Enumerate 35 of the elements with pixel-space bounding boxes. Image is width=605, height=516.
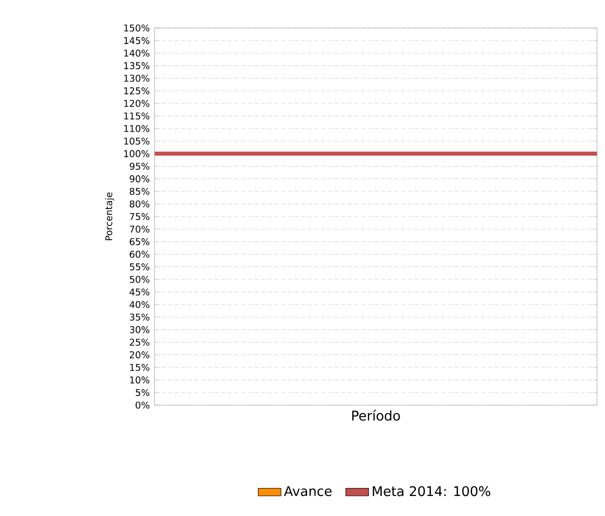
y-tick-label: 110% — [124, 125, 150, 132]
y-tick-label: 5% — [136, 389, 150, 396]
x-axis-title: Período — [352, 410, 400, 421]
y-tick-label: 60% — [130, 250, 150, 258]
y-tick-label: 150% — [124, 24, 150, 32]
y-tick-label: 65% — [130, 238, 150, 246]
y-tick-label: 120% — [124, 100, 150, 108]
y-tick-label: 45% — [130, 288, 150, 296]
y-tick-label: 70% — [130, 226, 150, 233]
y-tick-label: 40% — [130, 301, 150, 308]
y-tick-label: 145% — [124, 37, 150, 44]
y-tick-label: 85% — [130, 188, 150, 196]
y-tick-label: 10% — [130, 376, 150, 384]
y-tick-label: 115% — [124, 112, 150, 120]
y-tick-label: 130% — [124, 74, 150, 82]
y-tick-label: 35% — [130, 314, 150, 321]
legend-label: Avance — [284, 486, 332, 496]
y-tick-label: 105% — [124, 138, 150, 145]
y-tick-label: 75% — [130, 213, 150, 220]
y-tick-label: 90% — [130, 175, 150, 182]
y-tick-label: 25% — [130, 338, 150, 346]
y-tick-label: 50% — [130, 276, 150, 284]
y-tick-label: 135% — [124, 62, 150, 70]
y-tick-label: 55% — [130, 263, 150, 270]
y-axis-title: Porcentaje — [105, 192, 114, 240]
y-tick-label: 30% — [130, 326, 150, 334]
y-tick-label: 15% — [130, 364, 150, 372]
y-tick-label: 140% — [124, 50, 150, 57]
y-tick-label: 20% — [130, 351, 150, 358]
y-tick-label: 125% — [124, 87, 150, 94]
y-tick-label: 100% — [124, 150, 150, 158]
y-tick-label: 0% — [136, 402, 150, 409]
y-tick-label: 80% — [130, 200, 150, 208]
legend-label: Meta 2014: 100% — [372, 486, 490, 496]
y-tick-label: 95% — [130, 162, 150, 170]
